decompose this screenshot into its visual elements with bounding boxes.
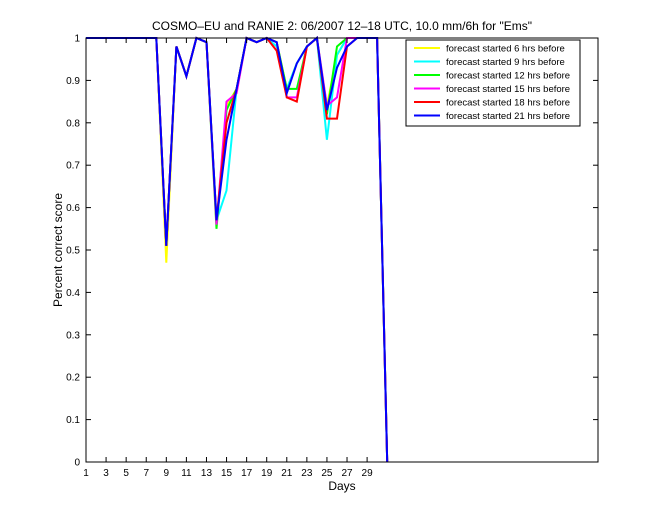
x-tick-label: 29 [362, 468, 374, 479]
x-tick-label: 27 [341, 468, 353, 479]
y-tick-label: 0 [74, 458, 80, 469]
y-axis-ticks: 0 0.1 0.2 0.3 0.4 0.5 0.6 0.7 0.8 0.9 1 [66, 34, 598, 469]
y-tick-label: 0.3 [66, 330, 80, 341]
x-tick-label: 7 [143, 468, 149, 479]
x-tick-label: 15 [221, 468, 233, 479]
legend: forecast started 6 hrs before forecast st… [405, 39, 581, 127]
x-tick-label: 5 [123, 468, 129, 479]
y-tick-label: 0.5 [66, 246, 80, 257]
x-axis-label: Days [328, 479, 355, 493]
legend-label-0: forecast started 6 hrs before [446, 44, 565, 55]
y-tick-label: 0.2 [66, 373, 80, 384]
y-tick-label: 1 [74, 34, 80, 45]
x-tick-label: 13 [201, 468, 213, 479]
x-tick-label: 3 [103, 468, 109, 479]
y-axis-label: Percent correct score [51, 193, 65, 307]
y-tick-label: 0.9 [66, 76, 80, 87]
x-tick-label: 17 [241, 468, 253, 479]
x-tick-label: 11 [181, 468, 192, 479]
x-tick-label: 23 [301, 468, 313, 479]
legend-label-3: forecast started 15 hrs before [446, 84, 570, 95]
x-tick-label: 21 [281, 468, 293, 479]
y-tick-label: 0.7 [66, 161, 80, 172]
legend-label-5: forecast started 21 hrs before [446, 111, 570, 122]
y-tick-label: 0.1 [66, 415, 80, 426]
legend-label-1: forecast started 9 hrs before [446, 57, 565, 68]
x-axis-ticks: 1 3 5 7 9 11 13 15 17 19 21 23 25 27 29 [83, 38, 373, 479]
y-tick-label: 0.8 [66, 118, 80, 129]
x-tick-label: 9 [164, 468, 170, 479]
x-tick-label: 25 [321, 468, 333, 479]
y-tick-label: 0.4 [66, 288, 80, 299]
legend-label-4: forecast started 18 hrs before [446, 98, 570, 109]
x-tick-label: 1 [83, 468, 89, 479]
legend-label-2: forecast started 12 hrs before [446, 71, 570, 82]
legend-box [405, 39, 581, 127]
y-tick-label: 0.6 [66, 203, 80, 214]
x-tick-label: 19 [261, 468, 273, 479]
chart-title: COSMO–EU and RANIE 2: 06/2007 12–18 UTC,… [152, 19, 532, 33]
